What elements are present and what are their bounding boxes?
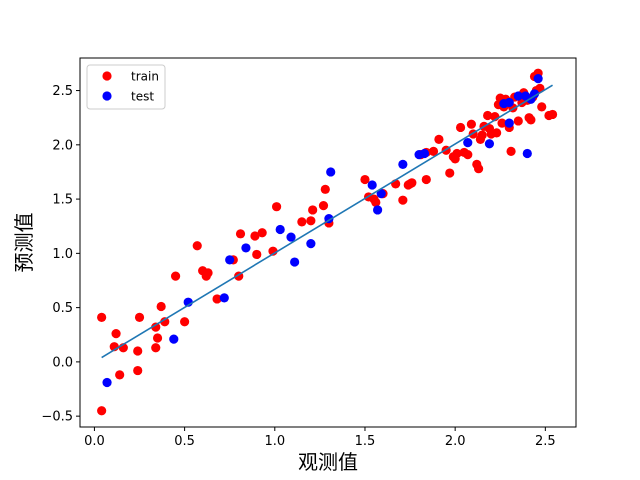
legend-label-test: test: [131, 90, 154, 104]
train-point: [474, 164, 484, 174]
train-point: [306, 216, 316, 226]
train-point: [407, 178, 417, 188]
legend-label-train: train: [131, 70, 159, 84]
train-point: [398, 195, 408, 205]
x-tick-label: 1.5: [355, 434, 376, 449]
train-point: [526, 115, 536, 125]
x-tick-label: 2.5: [535, 434, 556, 449]
y-tick-label: 1.5: [52, 193, 73, 208]
train-point: [151, 322, 161, 332]
axes-frame: [79, 57, 577, 428]
train-point: [97, 406, 107, 416]
train-point: [506, 146, 516, 156]
y-tick-label: 2.0: [52, 138, 73, 153]
axis-ticks: 0.0 0.5 1.0 1.5 2.0 2.5 −0.5 0.0 0.5 1.0 1.5 2.0 2.5: [41, 84, 555, 449]
train-point: [134, 312, 145, 322]
train-point: [421, 174, 431, 185]
y-tick-label: 1.0: [52, 247, 73, 262]
train-point: [160, 317, 170, 327]
y-axis-label: 预测值: [12, 213, 36, 273]
train-point: [180, 317, 190, 327]
train-point: [235, 229, 246, 239]
test-point: [533, 74, 543, 84]
train-point: [111, 329, 121, 339]
train-point: [272, 202, 282, 212]
test-point: [398, 159, 408, 169]
train-point: [463, 149, 473, 160]
test-point: [326, 167, 336, 177]
y-tick-label: 2.5: [52, 84, 73, 99]
train-point: [318, 201, 329, 211]
train-point: [115, 370, 125, 380]
train-point: [428, 146, 439, 156]
train-point: [252, 249, 262, 260]
test-point: [373, 205, 383, 215]
x-tick-label: 2.0: [445, 434, 466, 449]
test-point: [522, 148, 532, 159]
test-point: [286, 232, 296, 242]
train-point: [537, 102, 547, 112]
test-point: [241, 243, 251, 253]
test-point: [513, 91, 523, 101]
test-point: [290, 257, 300, 267]
train-point: [152, 333, 163, 343]
train-point: [497, 118, 507, 128]
x-tick-label: 0.0: [84, 434, 105, 449]
train-point: [445, 168, 455, 178]
test-point: [484, 139, 495, 149]
train-point: [483, 110, 493, 121]
test-point: [275, 224, 285, 235]
train-point: [250, 231, 260, 241]
train-point: [151, 343, 161, 353]
legend: train test: [86, 64, 166, 110]
test-point: [306, 238, 316, 249]
fit-line: [101, 84, 553, 359]
test-point: [419, 148, 430, 159]
test-point: [504, 97, 514, 108]
test-point: [376, 189, 386, 199]
test-point: [367, 180, 377, 190]
test-point: [225, 255, 235, 265]
x-axis-label: 观测值: [298, 450, 358, 474]
train-point: [360, 174, 370, 185]
x-tick-label: 0.5: [174, 434, 195, 449]
train-point: [513, 116, 523, 126]
train-point: [452, 148, 462, 159]
train-point: [308, 205, 318, 215]
train-point: [547, 109, 558, 120]
y-tick-label: −0.5: [41, 410, 73, 425]
test-point: [504, 118, 514, 128]
y-tick-label: 0.0: [52, 355, 73, 370]
train-point: [97, 312, 107, 322]
test-point: [102, 377, 112, 388]
train-point: [297, 217, 307, 227]
plot-area: [97, 68, 558, 416]
test-point: [463, 138, 473, 148]
train-point: [434, 134, 444, 144]
train-point: [156, 301, 166, 312]
train-point: [477, 130, 487, 140]
train-point: [455, 122, 466, 133]
legend-marker-train: [102, 71, 112, 81]
train-point: [192, 241, 202, 251]
train-point: [492, 128, 502, 138]
legend-marker-test: [102, 91, 112, 101]
y-tick-label: 0.5: [52, 301, 73, 316]
test-point: [169, 334, 179, 344]
x-tick-label: 1.0: [264, 434, 285, 449]
train-point: [466, 119, 476, 129]
train-point: [320, 184, 330, 194]
train-point: [257, 228, 267, 238]
train-point: [170, 271, 181, 281]
train-point: [133, 346, 143, 356]
train-point: [203, 268, 213, 278]
train-point: [212, 294, 222, 304]
train-point: [133, 365, 143, 376]
test-point: [219, 293, 229, 303]
test-point: [529, 89, 540, 99]
train-point: [371, 197, 381, 207]
